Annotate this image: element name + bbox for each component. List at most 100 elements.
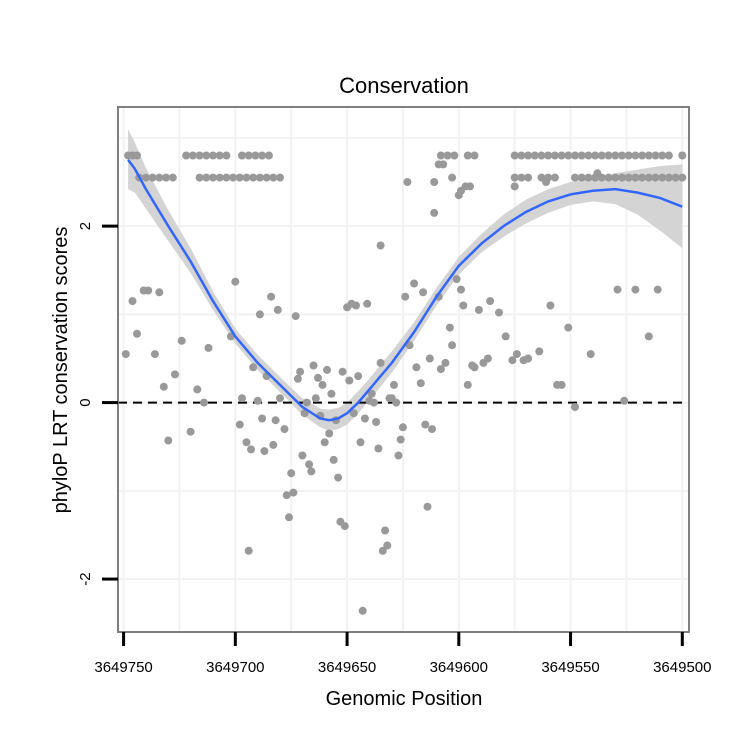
data-point [363, 299, 372, 308]
data-point [271, 416, 280, 425]
data-point [269, 440, 278, 449]
data-point [428, 425, 436, 434]
data-point [285, 513, 293, 522]
data-point [658, 151, 667, 160]
chart-title: Conservation [339, 73, 469, 98]
data-point [613, 285, 622, 294]
x-tick-label: 3649650 [318, 659, 376, 676]
data-point [550, 151, 559, 160]
data-point [372, 418, 381, 426]
data-point [280, 425, 289, 434]
data-point [653, 285, 662, 294]
data-point [577, 173, 586, 182]
data-point [282, 491, 291, 500]
data-point [376, 241, 385, 250]
data-point [544, 151, 553, 160]
data-point [141, 173, 150, 182]
data-point [260, 447, 269, 456]
data-point [618, 173, 626, 182]
data-point [307, 467, 316, 476]
data-point [287, 469, 296, 478]
data-point [537, 151, 546, 160]
data-point [247, 445, 255, 454]
data-point [593, 169, 602, 178]
data-point [631, 173, 640, 182]
data-point [510, 151, 519, 160]
data-point [338, 367, 347, 376]
points-layer [121, 151, 687, 615]
data-point [300, 409, 309, 418]
data-point [314, 373, 322, 382]
data-point [486, 297, 495, 306]
axes: 3649750 3649700 3649650 3649600 3649550 36495… [77, 222, 711, 676]
x-tick-label: 3649750 [94, 659, 152, 676]
data-point [436, 365, 445, 374]
data-point [238, 394, 246, 403]
data-point [530, 151, 539, 160]
data-point [235, 173, 244, 182]
data-point [664, 173, 673, 182]
data-point [168, 173, 177, 182]
data-point [200, 398, 208, 407]
data-point [450, 151, 459, 160]
data-point [369, 398, 378, 407]
data-point [445, 323, 454, 332]
data-point [309, 361, 318, 370]
data-point [441, 358, 450, 367]
data-point [638, 151, 647, 160]
data-point [269, 173, 278, 182]
data-point [392, 398, 401, 407]
data-point [474, 305, 483, 314]
data-point [448, 341, 457, 350]
data-point [320, 438, 329, 447]
data-point [242, 438, 251, 447]
data-point [457, 285, 465, 294]
data-point [448, 173, 457, 182]
data-point [193, 385, 202, 394]
data-point [367, 389, 376, 398]
data-point [644, 173, 653, 182]
data-point [327, 389, 336, 398]
data-point [273, 305, 282, 314]
data-point [155, 288, 164, 297]
data-point [463, 151, 472, 160]
data-point [215, 173, 224, 182]
data-point [293, 374, 302, 383]
data-point [349, 409, 358, 418]
data-point [231, 277, 240, 286]
data-point [495, 308, 503, 317]
data-point [631, 151, 640, 160]
data-point [535, 347, 544, 356]
data-point [611, 151, 620, 160]
data-point [222, 151, 231, 160]
y-tick-label: 0 [77, 398, 94, 406]
data-point [329, 455, 338, 464]
data-point [624, 151, 633, 160]
data-point [162, 173, 170, 182]
data-point [571, 173, 579, 182]
data-point [557, 151, 566, 160]
data-point [604, 173, 613, 182]
data-point [258, 151, 267, 160]
data-point [390, 380, 398, 389]
data-point [557, 380, 566, 389]
data-point [611, 173, 620, 182]
data-point [378, 546, 387, 555]
data-point [318, 380, 327, 389]
data-point [133, 329, 141, 338]
x-tick-label: 3649500 [653, 659, 711, 676]
panel-border [117, 106, 690, 633]
data-point [255, 310, 264, 319]
data-point [597, 151, 606, 160]
data-point [171, 370, 179, 379]
x-tick-label: 3649700 [206, 659, 264, 676]
data-point [512, 350, 521, 359]
data-point [483, 354, 492, 363]
data-point [133, 151, 141, 160]
data-point [186, 427, 195, 436]
data-point [501, 332, 510, 341]
data-point [121, 350, 130, 359]
data-point [638, 173, 647, 182]
data-point [188, 151, 197, 160]
data-point [591, 151, 600, 160]
